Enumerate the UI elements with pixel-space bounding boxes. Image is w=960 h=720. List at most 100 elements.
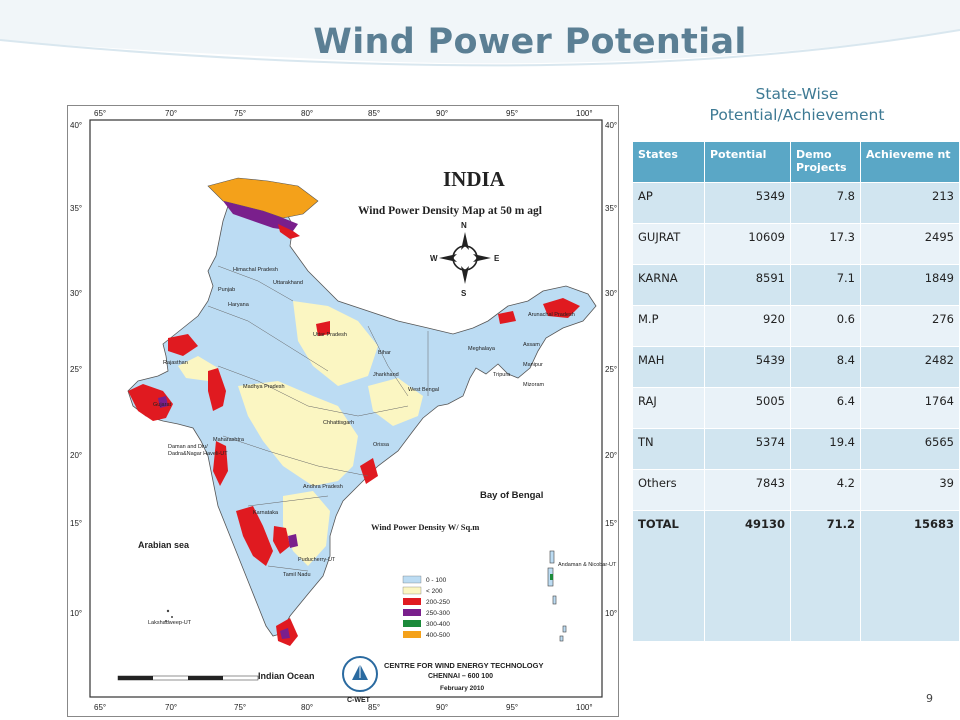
compass-rose-icon — [439, 232, 491, 284]
svg-text:Tamil Nadu: Tamil Nadu — [283, 572, 311, 578]
table-header-row: States Potential Demo Projects Achieveme… — [633, 142, 960, 182]
cell-potential: 920 — [705, 305, 791, 346]
legend-label: < 200 — [426, 588, 443, 595]
svg-text:C-WET: C-WET — [347, 697, 371, 704]
lat-tick-right: 35° — [605, 204, 617, 213]
svg-text:W: W — [430, 254, 438, 263]
scale-bar — [117, 675, 259, 681]
cell-total-demo: 71.2 — [791, 510, 861, 641]
legend-label: 200-250 — [426, 599, 450, 606]
lon-tick-top: 75° — [234, 109, 246, 118]
svg-text:Haryana: Haryana — [228, 302, 250, 308]
svg-text:Bihar: Bihar — [378, 350, 391, 356]
lon-tick-bottom: 75° — [234, 703, 246, 712]
wind-power-density-map: 65° 70° 75° 80° 85° 90° 95° 100° 65° 70°… — [67, 105, 619, 717]
cell-demo-projects: 6.4 — [791, 387, 861, 428]
svg-text:Uttarakhand: Uttarakhand — [273, 280, 303, 286]
cell-demo-projects: 7.1 — [791, 264, 861, 305]
lat-tick-right: 30° — [605, 289, 617, 298]
lon-tick-top: 65° — [94, 109, 106, 118]
cell-state: TN — [633, 428, 705, 469]
svg-text:Uttar Pradesh: Uttar Pradesh — [313, 332, 347, 338]
cell-potential: 7843 — [705, 469, 791, 510]
red-zone-gujarat — [128, 384, 173, 421]
lon-tick-top: 80° — [301, 109, 313, 118]
sea-label-arabian: Arabian sea — [138, 540, 190, 550]
legend-label: 300-400 — [426, 621, 450, 628]
header-demo-projects: Demo Projects — [791, 142, 861, 182]
svg-text:Daman and Diu/: Daman and Diu/ — [168, 444, 208, 450]
legend-label: 250-300 — [426, 610, 450, 617]
svg-text:Maharashtra: Maharashtra — [213, 437, 245, 443]
cell-achievement: 2495 — [861, 223, 960, 264]
cell-achievement: 1764 — [861, 387, 960, 428]
lon-tick-bottom: 70° — [165, 703, 177, 712]
legend-swatch — [402, 586, 422, 595]
header-potential: Potential — [705, 142, 791, 182]
lat-tick-right: 40° — [605, 121, 617, 130]
slide-title: Wind Power Potential — [313, 22, 747, 62]
lat-tick-left: 20° — [70, 451, 82, 460]
cell-state: MAH — [633, 346, 705, 387]
map-title: Wind Power Density Map at 50 m agl — [358, 205, 542, 217]
svg-text:Mizoram: Mizoram — [523, 382, 545, 388]
state-wise-table: States Potential Demo Projects Achieveme… — [633, 142, 960, 641]
svg-text:Puducherry-UT: Puducherry-UT — [298, 557, 336, 563]
sea-label-indian-ocean: Indian Ocean — [258, 671, 315, 681]
lon-tick-top: 100° — [576, 109, 593, 118]
subtitle-line-1: State-Wise — [755, 85, 839, 103]
table-row: M.P 920 0.6 276 — [633, 305, 960, 346]
north-purple-zone — [223, 201, 298, 231]
cell-potential: 10609 — [705, 223, 791, 264]
cell-state: AP — [633, 182, 705, 223]
table-row: RAJ 5005 6.4 1764 — [633, 387, 960, 428]
legend-swatch — [403, 620, 421, 627]
cell-demo-projects: 19.4 — [791, 428, 861, 469]
header-achievement: Achieveme nt — [861, 142, 960, 182]
red-zone-karnataka — [236, 506, 273, 566]
cell-demo-projects: 8.4 — [791, 346, 861, 387]
svg-text:Dadra&Nagar Haveli-UT: Dadra&Nagar Haveli-UT — [168, 451, 228, 457]
sea-label-bengal: Bay of Bengal — [480, 490, 543, 501]
cell-total-achievement: 15683 — [861, 510, 960, 641]
lat-tick-left: 25° — [70, 365, 82, 374]
yellow-zone-north — [293, 301, 378, 386]
svg-text:Jharkhand: Jharkhand — [373, 372, 399, 378]
yellow-zone-south — [283, 491, 330, 566]
table-total-row: TOTAL 49130 71.2 15683 — [633, 510, 960, 641]
map-date: February 2010 — [440, 685, 484, 692]
svg-text:Madhya Pradesh: Madhya Pradesh — [243, 384, 285, 390]
cell-state: Others — [633, 469, 705, 510]
cell-achievement: 1849 — [861, 264, 960, 305]
lat-tick-right: 15° — [605, 519, 617, 528]
cell-potential: 5374 — [705, 428, 791, 469]
lat-tick-left: 35° — [70, 204, 82, 213]
cell-achievement: 2482 — [861, 346, 960, 387]
lon-tick-bottom: 100° — [576, 703, 593, 712]
cell-achievement: 39 — [861, 469, 960, 510]
legend-swatch — [402, 575, 422, 584]
lat-tick-right: 10° — [605, 609, 617, 618]
cell-demo-projects: 17.3 — [791, 223, 861, 264]
cell-state: KARNA — [633, 264, 705, 305]
header-states: States — [633, 142, 705, 182]
svg-text:Rajasthan: Rajasthan — [163, 360, 188, 366]
table-row: GUJRAT 10609 17.3 2495 — [633, 223, 960, 264]
table-row: AP 5349 7.8 213 — [633, 182, 960, 223]
lon-tick-top: 85° — [368, 109, 380, 118]
svg-text:Andaman & Nicobar-UT: Andaman & Nicobar-UT — [558, 562, 617, 568]
svg-text:Punjab: Punjab — [218, 287, 235, 293]
institute-city: CHENNAI – 600 100 — [428, 673, 493, 680]
table-subtitle: State-Wise Potential/Achievement — [634, 84, 960, 126]
svg-text:Andhra Pradesh: Andhra Pradesh — [303, 484, 343, 490]
subtitle-line-2: Potential/Achievement — [709, 106, 885, 124]
lon-tick-top: 90° — [436, 109, 448, 118]
lat-tick-left: 15° — [70, 519, 82, 528]
svg-text:Tripura: Tripura — [493, 372, 511, 378]
svg-text:S: S — [461, 289, 467, 298]
svg-text:Arunachal Pradesh: Arunachal Pradesh — [528, 312, 575, 318]
legend-label: 400-500 — [426, 632, 450, 639]
legend-label: 0 - 100 — [426, 577, 447, 584]
table-row: TN 5374 19.4 6565 — [633, 428, 960, 469]
legend-title: Wind Power Density W/ Sq.m — [371, 522, 479, 532]
